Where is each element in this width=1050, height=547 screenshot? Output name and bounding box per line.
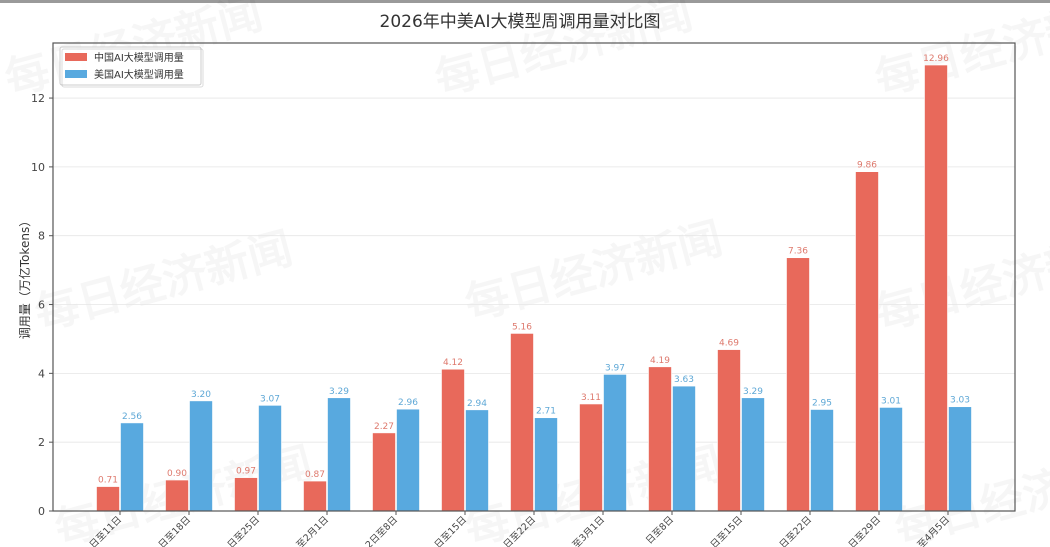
bar-china <box>510 333 534 512</box>
legend-swatch-usa <box>65 70 87 78</box>
bar-usa <box>189 400 213 512</box>
value-label: 2.27 <box>374 422 394 432</box>
value-label: 0.90 <box>167 469 187 479</box>
y-tick-label: 6 <box>38 299 45 312</box>
legend-label-usa: 美国AI大模型调用量 <box>94 68 184 81</box>
y-axis: 0 2 4 6 8 10 12 <box>31 92 53 518</box>
legend-swatch-china <box>65 53 87 61</box>
value-label: 9.86 <box>857 161 877 171</box>
value-label: 3.29 <box>329 387 349 397</box>
value-label: 0.97 <box>236 467 256 477</box>
bar-china <box>579 403 603 512</box>
value-label: 0.87 <box>305 470 325 480</box>
legend: 中国AI大模型调用量 美国AI大模型调用量 <box>59 46 204 88</box>
value-label: 3.07 <box>260 394 280 404</box>
x-tick-label: 日至8日 <box>644 514 676 546</box>
y-tick-label: 10 <box>31 161 45 174</box>
watermark-text: 每日经济新闻 <box>870 223 1050 341</box>
bar-china <box>165 479 189 512</box>
bar-china <box>96 486 120 512</box>
value-label: 4.69 <box>719 339 739 349</box>
bar-usa <box>327 397 351 512</box>
bar-usa <box>741 397 765 512</box>
bar-usa <box>672 385 696 512</box>
bar-china <box>717 349 741 512</box>
value-label: 2.96 <box>398 398 418 408</box>
value-label: 4.19 <box>650 356 670 366</box>
y-tick-label: 8 <box>38 230 45 243</box>
value-label: 2.71 <box>536 407 556 417</box>
value-label: 3.63 <box>674 375 694 385</box>
gridlines <box>53 97 1015 443</box>
x-tick-label: 日至29日 <box>847 514 883 547</box>
value-label: 2.95 <box>812 398 832 408</box>
bar-usa <box>396 408 420 512</box>
legend-box <box>59 46 202 86</box>
bar-china <box>855 171 879 512</box>
value-label: 3.29 <box>743 387 763 397</box>
bar-usa <box>465 409 489 512</box>
y-axis-title: 调用量（万亿Tokens） <box>17 215 32 339</box>
bar-usa <box>258 405 282 512</box>
bar-china <box>648 366 672 512</box>
value-label: 7.36 <box>788 247 808 257</box>
x-tick-label: 至2月1日 <box>295 514 331 547</box>
x-tick-label: 日至15日 <box>709 514 745 547</box>
bar-china <box>372 432 396 512</box>
watermark-text: 每日经济新闻 <box>460 213 728 331</box>
bar-china <box>786 257 810 512</box>
x-tick-label: 2日至8日 <box>364 514 400 547</box>
y-tick-label: 2 <box>38 436 45 449</box>
watermark-text: 每日经济新闻 <box>30 223 298 341</box>
value-label: 3.97 <box>605 363 625 373</box>
bar-usa <box>603 374 627 512</box>
legend-label-china: 中国AI大模型调用量 <box>94 51 184 64</box>
value-labels: 0.71 0.90 0.97 0.87 2.27 4.12 5.16 3.11 4.19 4.69… <box>98 54 970 486</box>
value-label: 0.71 <box>98 476 118 486</box>
x-tick-label: 日至22日 <box>778 514 814 547</box>
value-label: 4.12 <box>443 358 463 368</box>
x-tick-label: 日至25日 <box>226 514 262 547</box>
y-tick-label: 12 <box>31 92 45 105</box>
chart-title: 2026年中美AI大模型周调用量对比图 <box>380 12 661 32</box>
value-label: 3.01 <box>881 396 901 406</box>
bar-china <box>303 480 327 512</box>
bar-china <box>234 477 258 512</box>
bar-usa <box>948 406 972 512</box>
value-label: 5.16 <box>512 322 532 332</box>
value-label: 3.03 <box>950 396 970 406</box>
bar-usa <box>879 407 903 512</box>
value-label: 2.94 <box>467 399 487 409</box>
value-label: 3.11 <box>581 393 601 403</box>
bar-usa <box>120 422 144 512</box>
value-label: 3.20 <box>191 390 211 400</box>
top-border <box>0 0 1050 3</box>
x-tick-label: 日至15日 <box>433 514 469 547</box>
bar-china <box>441 368 465 512</box>
y-tick-label: 0 <box>38 505 45 518</box>
y-tick-label: 4 <box>38 367 45 380</box>
watermark-text: 每日经济新闻 <box>870 0 1050 106</box>
bar-usa <box>810 409 834 512</box>
bars <box>96 64 972 512</box>
legend-shadow <box>61 48 204 88</box>
value-label: 12.96 <box>923 54 949 64</box>
bar-usa <box>534 417 558 512</box>
value-label: 2.56 <box>122 412 142 422</box>
bar-china <box>924 64 948 512</box>
